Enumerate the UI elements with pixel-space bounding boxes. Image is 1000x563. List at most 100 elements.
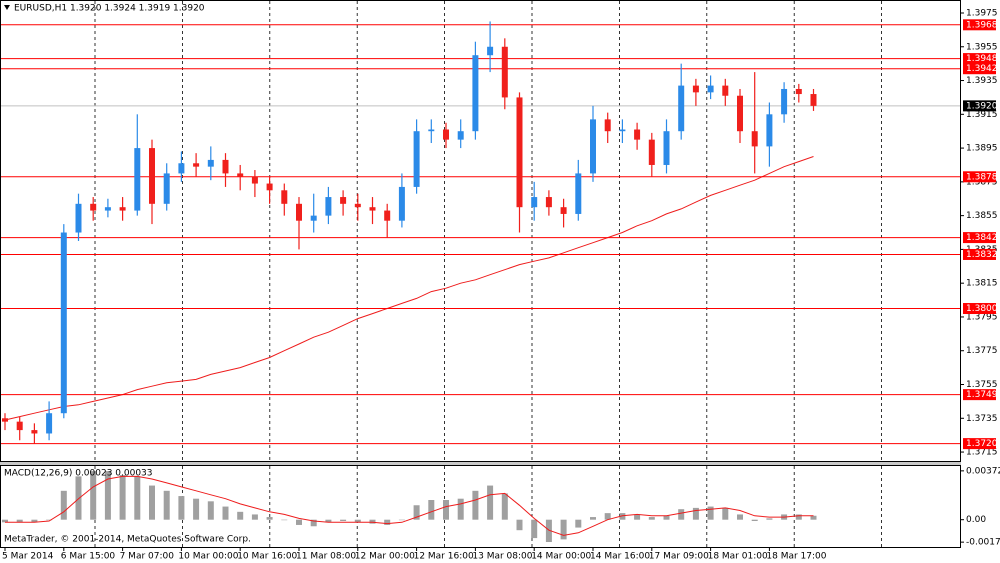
macd-bar (737, 514, 743, 520)
macd-bar (692, 507, 699, 520)
candle-body (795, 88, 802, 95)
candle-body (104, 207, 111, 211)
level-label: 1.3968 (966, 20, 998, 30)
macd-bar (604, 513, 611, 520)
level-label: 1.3948 (966, 54, 998, 64)
macd-bar (325, 519, 332, 523)
candle-body (90, 203, 97, 211)
macd-bar (163, 490, 170, 520)
macd-bar (207, 501, 214, 520)
macd-bar (545, 519, 552, 543)
x-tick-label: 12 Mar 00:00 (355, 552, 415, 562)
macd-panel-frame (0, 465, 961, 548)
candle-body (428, 129, 435, 132)
candle-body (678, 85, 685, 132)
macd-bar (648, 517, 655, 520)
x-tick-label: 5 Mar 2014 (2, 552, 54, 562)
macd-bar (384, 519, 391, 525)
macd-bar (619, 513, 626, 520)
level-label-box (963, 303, 996, 315)
candle-body (516, 97, 523, 208)
candle-body (443, 129, 449, 140)
level-label-box (963, 389, 996, 401)
candle-body (178, 163, 185, 174)
level-label-box (963, 438, 996, 450)
candle-body (207, 159, 214, 167)
x-tick-label: 13 Mar 08:00 (472, 552, 532, 562)
y-tick-label: 1.3735 (966, 414, 998, 424)
candle-body (369, 207, 376, 211)
level-label: 1.3942 (966, 64, 998, 74)
x-tick-label: 12 Mar 16:00 (414, 552, 474, 562)
macd-bar (413, 505, 420, 520)
macd-bar (281, 519, 288, 521)
last-price-box (963, 100, 996, 112)
macd-bar (237, 511, 244, 520)
macd-bar (457, 498, 464, 520)
macd-bar (795, 514, 802, 520)
footer: MetaTrader, © 2001-2014, MetaQuotes Soft… (4, 535, 251, 545)
y-tick-label: 1.3975 (966, 8, 998, 18)
candle-body (354, 203, 361, 208)
candle-body (692, 85, 699, 93)
signal-line (5, 475, 814, 536)
macd-bar (810, 515, 817, 520)
macd-bar (590, 517, 596, 520)
macd-bar (663, 515, 670, 520)
candle-body (648, 139, 655, 165)
macd-bar (575, 519, 582, 528)
last-price-label: 1.3920 (966, 101, 998, 111)
candle-body (193, 163, 200, 167)
macd-bar (501, 493, 508, 520)
macd-bar (472, 490, 479, 520)
candle-body (413, 131, 420, 187)
candle-body (134, 148, 141, 211)
y-tick-label: 1.3855 (966, 211, 998, 221)
macd-bar (16, 519, 23, 523)
level-label-box (963, 63, 996, 75)
candle-body (531, 197, 538, 208)
macd-bar (487, 485, 494, 520)
level-label-box (963, 232, 996, 244)
candle-body (163, 173, 170, 204)
y-tick-label: 1.3915 (966, 110, 998, 120)
macd-bar (428, 500, 435, 520)
moving-average (4, 156, 814, 421)
macd-bar (296, 519, 302, 525)
x-tick-label: 17 Mar 09:00 (649, 552, 709, 562)
macd-bar (90, 471, 97, 520)
candle-body (766, 114, 773, 147)
candle-body (781, 88, 788, 115)
macd-bar (516, 519, 523, 531)
x-tick-label: 10 Mar 00:00 (178, 552, 238, 562)
candle-body (398, 186, 405, 221)
candle-body (722, 85, 729, 96)
x-tick-label: 10 Mar 16:00 (237, 552, 297, 562)
candle-body (663, 131, 670, 165)
candle-body (149, 148, 155, 204)
candle-body (457, 131, 464, 140)
macd-bar (134, 476, 141, 520)
x-tick-label: 14 Mar 16:00 (590, 552, 650, 562)
candle-body (296, 203, 302, 221)
candle-body (310, 215, 317, 221)
candle-body (545, 197, 552, 208)
y-tick-label: 1.3815 (966, 279, 998, 289)
macd-bar (678, 509, 685, 520)
macd-bar (531, 519, 538, 539)
candle-body (634, 129, 641, 140)
candle-body (751, 131, 758, 147)
candle-body (266, 183, 273, 191)
panel-separator (0, 462, 961, 465)
macd-bar (707, 506, 714, 520)
macd-bar (560, 519, 567, 540)
y-tick-label: 1.3895 (966, 144, 998, 154)
y-tick-label: 1.3775 (966, 346, 998, 356)
macd-bar (222, 506, 229, 520)
macd-bar (369, 519, 376, 524)
x-tick-label: 6 Mar 15:00 (61, 552, 116, 562)
chart-title: EURUSD,H1 1.3920 1.3924 1.3919 1.3920 (14, 4, 205, 14)
